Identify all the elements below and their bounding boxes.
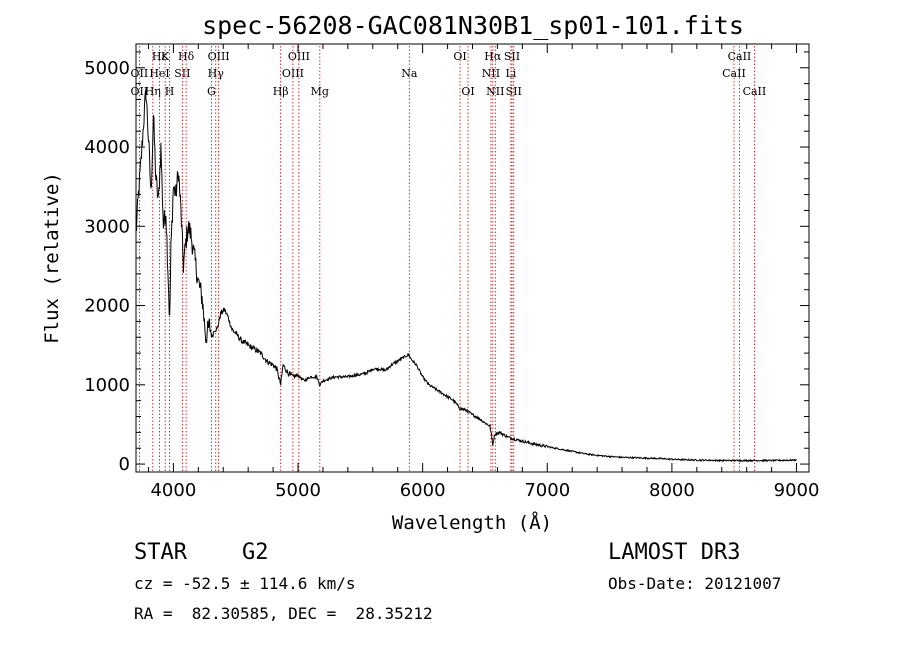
line-marker-label: SII [506,85,522,98]
line-marker-label: CaII [743,85,767,98]
line-marker-label: G [207,85,216,98]
y-tick-label: 5000 [84,58,130,79]
line-marker-label: H [165,85,175,98]
line-marker-label: CaII [728,50,752,63]
x-tick-label: 5000 [275,480,321,501]
line-marker-label: OI [453,50,466,63]
line-marker-label: OI [461,85,474,98]
redshift-velocity: cz = -52.5 ± 114.6 km/s [134,574,356,593]
x-tick-label: 9000 [774,480,820,501]
line-marker-label: NII [486,85,504,98]
y-tick-label: 1000 [84,375,130,396]
x-tick-label: 6000 [400,480,446,501]
line-marker-label: Li [505,67,516,80]
line-marker-label: Na [401,67,418,80]
line-marker-label: Hα [484,50,502,63]
survey-name: LAMOST DR3 [608,540,741,565]
spectrum-line [135,90,797,463]
line-marker-label: K [161,50,170,63]
axis-ticks: 4000 5000 6000 7000 8000 9000 0 1000 2000 3000 400… [84,44,819,501]
line-marker-label: Hε [152,50,168,63]
line-marker-label: OII [131,85,149,98]
observation-date: Obs-Date: 20121007 [608,574,782,593]
object-subclass: G2 [242,540,269,565]
x-tick-label: 7000 [524,480,570,501]
line-marker-label: Hη [145,85,161,98]
line-marker-label: SII [174,67,190,80]
line-marker-label: OIII [282,67,304,80]
line-marker-label: OIII [208,50,230,63]
line-marker-label: Hγ [208,67,225,80]
line-marker-label: Hδ [178,50,195,63]
y-axis-label: Flux (relative) [41,172,63,344]
x-tick-label: 4000 [150,480,196,501]
line-marker-label: Hβ [273,85,289,98]
y-tick-label: 4000 [84,137,130,158]
chart-title: spec-56208-GAC081N30B1_sp01-101.fits [202,11,744,40]
y-tick-label: 2000 [84,296,130,317]
x-axis-label: Wavelength (Å) [392,511,552,534]
y-tick-label: 3000 [84,216,130,237]
line-marker-label: CaII [722,67,746,80]
plot-frame [135,43,810,473]
object-class: STAR [134,540,187,565]
line-marker-label: SII [504,50,520,63]
line-marker-label: OIII [288,50,310,63]
line-marker-label: NII [482,67,500,80]
line-marker-label: OII [131,67,149,80]
line-marker-label: Mg [311,85,329,98]
line-marker-label: HeI [149,67,169,80]
x-tick-label: 8000 [649,480,695,501]
y-tick-label: 0 [119,454,130,475]
coordinates: RA = 82.30585, DEC = 28.35212 [134,604,433,623]
